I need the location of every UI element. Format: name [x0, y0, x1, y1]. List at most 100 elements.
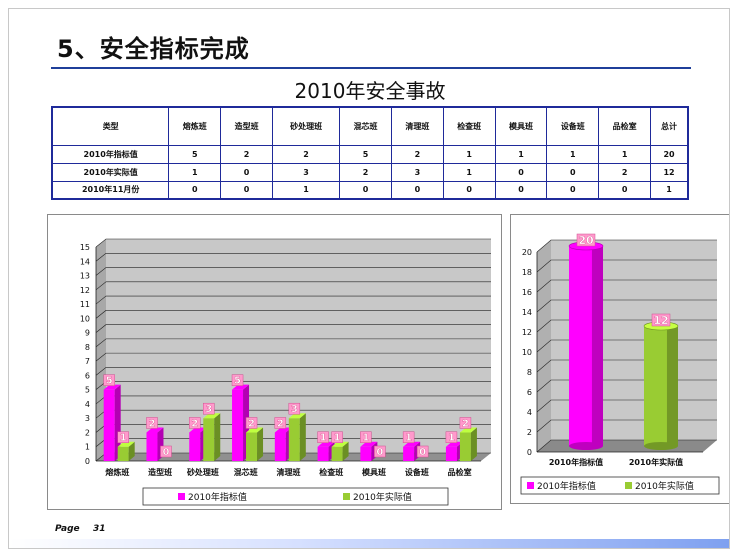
gridline	[95, 267, 491, 276]
gridline	[95, 281, 491, 291]
table-cell: 3	[390, 162, 444, 182]
bar-side	[470, 427, 477, 461]
table-cell: 2	[598, 162, 652, 182]
table-cell: 5	[339, 144, 392, 164]
bar	[246, 427, 264, 461]
bar-front	[232, 389, 244, 461]
table-cell: 2	[339, 162, 392, 182]
table-cell: 2010年实际值	[51, 162, 170, 182]
data-label: 1	[448, 433, 455, 444]
data-label-box	[374, 445, 386, 458]
bar-top	[189, 427, 207, 433]
y-tick-label: 6	[85, 371, 90, 380]
table-cell: 清理班	[390, 106, 444, 146]
x-tick-label: 造型班	[148, 467, 172, 477]
data-label: 1	[362, 433, 369, 444]
table-cell: 砂处理班	[271, 106, 341, 146]
legend-swatch	[343, 493, 350, 500]
bar-top	[288, 413, 306, 419]
bar-front	[103, 389, 115, 461]
data-label-box	[651, 313, 671, 327]
data-label-box	[288, 402, 301, 415]
bar-front	[317, 446, 329, 461]
table-cell: 0	[390, 180, 444, 200]
y-tick-label: 9	[85, 329, 90, 338]
data-label: 1	[334, 433, 341, 444]
data-label-box	[117, 431, 129, 443]
bar-front	[445, 446, 457, 461]
y-tick-label: 1	[85, 443, 90, 452]
table-cell: 2010年11月份	[51, 180, 170, 200]
x-tick-label: 设备班	[405, 467, 429, 477]
bar-top	[331, 441, 349, 447]
cylinder-shade	[591, 246, 603, 446]
x-tick-label: 清理班	[277, 467, 301, 477]
bar	[459, 427, 477, 461]
bar-front	[146, 432, 158, 461]
table-cell: 0	[494, 180, 548, 200]
table-cell: 模具班	[494, 106, 548, 146]
bar-top	[103, 384, 121, 390]
table-cell: 品检室	[598, 106, 652, 146]
data-label: 20	[578, 234, 594, 247]
cylinder-shade	[666, 326, 678, 446]
data-label-box	[231, 374, 244, 386]
table-row: 2010年11月份 0 0 1 0 0 0 0 0 0 1	[51, 180, 689, 200]
bar-side	[257, 427, 264, 461]
bar-side	[214, 413, 221, 461]
data-label-box	[203, 402, 215, 415]
table-cell: 1	[271, 180, 341, 200]
table-cell: 1	[442, 144, 496, 164]
table-cell: 0	[220, 162, 273, 182]
data-label-box	[245, 417, 258, 429]
bar-top	[403, 441, 421, 447]
x-tick-label: 2010年实际值	[629, 457, 683, 467]
legend-swatch	[527, 482, 534, 489]
y-tick-label: 4	[527, 408, 532, 417]
bar-top	[203, 413, 221, 419]
table-cell: 0	[546, 162, 600, 182]
legend-box	[142, 487, 449, 506]
data-label-box	[402, 431, 415, 443]
data-label-box	[459, 417, 472, 429]
bar-top	[445, 441, 463, 447]
table-cell: 熔炼班	[168, 106, 222, 146]
bar	[203, 413, 221, 461]
gridline	[95, 324, 491, 333]
y-tick-label: 15	[80, 243, 90, 252]
y-tick-label: 11	[80, 300, 90, 309]
data-label: 3	[291, 404, 298, 415]
bar-front	[459, 432, 471, 461]
table-cell: 2	[390, 144, 444, 164]
data-label: 0	[162, 447, 169, 458]
table-title: 2010年安全事故	[294, 79, 446, 103]
bar-top	[459, 427, 477, 433]
y-tick-label: 20	[522, 248, 532, 257]
data-label: 3	[205, 404, 212, 415]
title-divider	[51, 67, 691, 69]
data-label: 1	[120, 433, 127, 444]
data-label: 1	[320, 433, 327, 444]
gridline	[95, 352, 491, 362]
table-cell: 0	[598, 180, 652, 200]
bar-front	[246, 432, 258, 461]
y-tick-label: 0	[85, 457, 90, 466]
data-label: 2	[248, 418, 255, 429]
data-label-box	[317, 431, 329, 443]
bar-top	[117, 441, 135, 447]
y-tick-label: 8	[85, 343, 90, 352]
bar	[288, 413, 306, 461]
data-label: 12	[653, 314, 668, 327]
gridline	[536, 239, 717, 253]
x-tick-label: 模具班	[362, 467, 386, 477]
page-number: 31	[93, 524, 106, 534]
data-label-box	[331, 431, 343, 443]
y-tick-label: 7	[85, 357, 90, 366]
x-tick-label: 砂处理班	[186, 467, 219, 477]
x-tick-label: 品检室	[448, 467, 472, 477]
bar-front	[331, 446, 343, 461]
bar-side	[299, 413, 306, 461]
x-tick-label: 熔炼班	[105, 467, 129, 477]
y-tick-label: 0	[527, 448, 532, 457]
chart-side-wall	[96, 239, 106, 461]
